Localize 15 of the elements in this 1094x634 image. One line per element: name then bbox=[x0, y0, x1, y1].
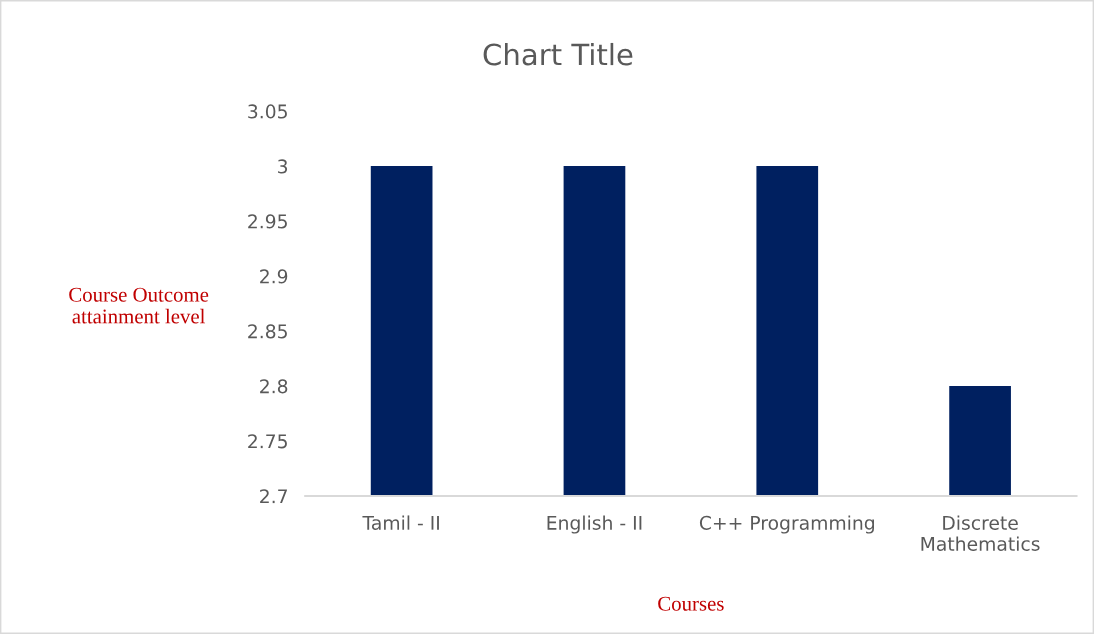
x-tick-label: Discrete Mathematics bbox=[921, 515, 1040, 551]
y-tick-label: 2.7 bbox=[260, 489, 287, 504]
x-tick-label: Tamil - II bbox=[362, 515, 439, 530]
chart-title: Chart Title bbox=[483, 42, 633, 66]
x-axis-title: Courses bbox=[658, 596, 724, 611]
y-tick-label: 2.85 bbox=[248, 324, 287, 339]
y-tick-label: 2.95 bbox=[248, 214, 287, 229]
x-tick-label: English - II bbox=[547, 515, 642, 534]
x-tick-label: C++ Programming bbox=[699, 515, 874, 534]
y-tick-label: 2.8 bbox=[260, 379, 288, 394]
y-axis-title: Course Outcome attainment level bbox=[69, 287, 209, 324]
y-tick-label: 2.75 bbox=[248, 434, 287, 449]
y-tick-label: 2.9 bbox=[260, 269, 288, 284]
y-tick-label: 3.05 bbox=[248, 104, 287, 119]
y-tick-label: 3 bbox=[278, 159, 288, 174]
